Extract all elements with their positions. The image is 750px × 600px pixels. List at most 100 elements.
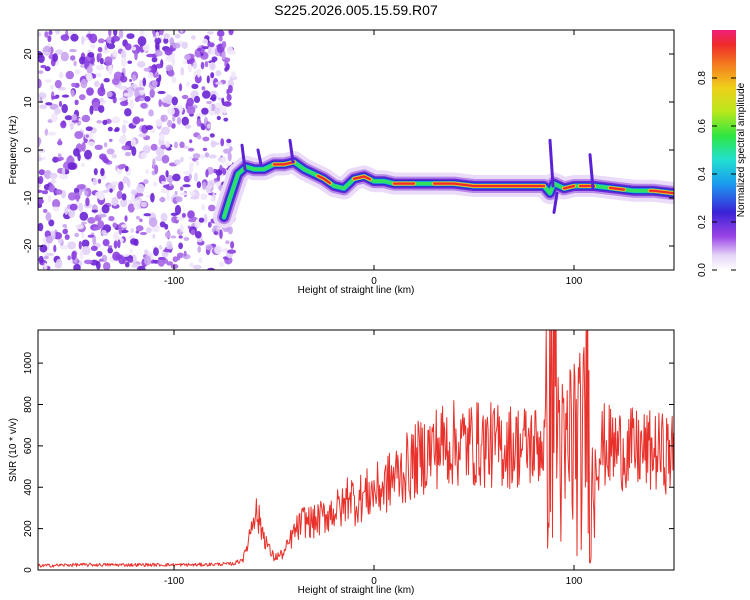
y-tick-label: 400 bbox=[23, 478, 34, 495]
noise-blob bbox=[216, 30, 225, 37]
noise-blob bbox=[120, 49, 127, 60]
noise-blob bbox=[211, 142, 220, 146]
noise-blob bbox=[223, 106, 227, 114]
noise-blob bbox=[165, 64, 174, 72]
noise-blob bbox=[114, 127, 120, 132]
noise-blob bbox=[98, 52, 102, 59]
noise-blob bbox=[187, 210, 195, 219]
noise-blob bbox=[188, 63, 192, 73]
noise-blob bbox=[84, 149, 92, 160]
noise-blob bbox=[171, 76, 177, 84]
noise-blob bbox=[107, 245, 113, 249]
noise-blob bbox=[224, 163, 231, 167]
noise-blob bbox=[124, 108, 132, 117]
colorbar-tick-label: 0.8 bbox=[697, 71, 708, 85]
ridge-hot-core bbox=[432, 182, 546, 188]
noise-blob bbox=[64, 206, 69, 215]
noise-blob bbox=[102, 119, 108, 126]
noise-blob bbox=[155, 147, 165, 157]
noise-blob bbox=[182, 184, 191, 188]
noise-blob bbox=[151, 56, 158, 63]
noise-blob bbox=[67, 255, 71, 261]
noise-blob bbox=[227, 151, 232, 162]
noise-blob bbox=[197, 134, 202, 140]
noise-blob bbox=[58, 100, 63, 107]
noise-blob bbox=[230, 241, 235, 249]
noise-blob bbox=[178, 235, 183, 239]
noise-blob bbox=[74, 131, 84, 139]
noise-blob bbox=[171, 96, 178, 106]
noise-blob bbox=[152, 182, 158, 187]
noise-blob bbox=[173, 141, 179, 149]
noise-blob bbox=[38, 198, 44, 205]
noise-blob bbox=[159, 197, 166, 203]
noise-blob bbox=[44, 31, 49, 38]
noise-blob bbox=[98, 208, 102, 215]
noise-blob bbox=[152, 158, 156, 168]
noise-blob bbox=[62, 224, 67, 228]
noise-blob bbox=[111, 196, 119, 207]
noise-blob bbox=[148, 109, 154, 117]
noise-blob bbox=[169, 37, 175, 46]
ridge-spur bbox=[588, 153, 595, 190]
noise-blob bbox=[217, 97, 222, 101]
noise-blob bbox=[215, 169, 223, 176]
noise-blob bbox=[53, 232, 62, 240]
noise-blob bbox=[158, 99, 162, 108]
colorbar-gradient bbox=[712, 30, 736, 270]
noise-blob bbox=[102, 49, 110, 54]
colorbar-tick-label: 0.0 bbox=[697, 263, 708, 277]
noise-blob bbox=[137, 265, 146, 270]
noise-blob bbox=[103, 78, 110, 83]
colorbar: 0.0 0.2 0.4 0.6 0.8 Normalized spectral ampl… bbox=[697, 30, 747, 277]
noise-blob bbox=[81, 141, 86, 152]
noise-blob bbox=[124, 215, 128, 222]
snr-x-label: Height of straight line (km) bbox=[298, 585, 415, 596]
ridge-hot-core bbox=[272, 160, 296, 166]
noise-blob bbox=[170, 212, 179, 216]
noise-blob bbox=[138, 133, 147, 138]
noise-blob bbox=[129, 99, 134, 110]
noise-blob bbox=[131, 194, 135, 202]
noise-blob bbox=[166, 94, 171, 99]
noise-blob bbox=[111, 116, 121, 124]
noise-blob bbox=[68, 210, 74, 217]
spectrogram-x-axis: -100 0 100 bbox=[164, 30, 583, 287]
noise-blob bbox=[199, 153, 206, 160]
noise-blob bbox=[151, 214, 157, 219]
noise-blob bbox=[86, 141, 96, 146]
noise-blob bbox=[186, 81, 190, 87]
noise-blob bbox=[230, 71, 236, 79]
noise-blob bbox=[176, 216, 185, 221]
noise-blob bbox=[183, 145, 189, 149]
noise-blob bbox=[155, 118, 163, 127]
noise-blob bbox=[155, 50, 163, 57]
colorbar-ticks: 0.0 0.2 0.4 0.6 0.8 bbox=[697, 71, 736, 277]
noise-blob bbox=[65, 70, 75, 80]
noise-blob bbox=[161, 154, 170, 164]
noise-blob bbox=[162, 184, 170, 189]
noise-blob bbox=[60, 120, 67, 129]
noise-blob bbox=[136, 215, 140, 220]
noise-blob bbox=[118, 135, 127, 145]
noise-blob bbox=[91, 209, 99, 213]
noise-blob bbox=[143, 179, 149, 185]
noise-blob bbox=[120, 229, 129, 234]
spectrogram-ridge bbox=[213, 138, 674, 229]
noise-blob bbox=[127, 60, 132, 64]
noise-blob bbox=[78, 202, 83, 213]
noise-blob bbox=[152, 234, 156, 239]
noise-blob bbox=[86, 73, 93, 82]
noise-blob bbox=[155, 63, 163, 69]
noise-blob bbox=[97, 86, 106, 97]
noise-blob bbox=[101, 204, 110, 214]
noise-blob bbox=[227, 249, 237, 254]
noise-blob bbox=[210, 72, 215, 79]
noise-blob bbox=[214, 245, 223, 255]
noise-blob bbox=[90, 245, 98, 251]
ridge-hot-core bbox=[352, 175, 372, 181]
x-tick-label: 100 bbox=[566, 276, 583, 287]
noise-blob bbox=[130, 238, 138, 245]
figure-title: S225.2026.005.15.59.R07 bbox=[274, 2, 438, 18]
noise-blob bbox=[49, 172, 58, 179]
